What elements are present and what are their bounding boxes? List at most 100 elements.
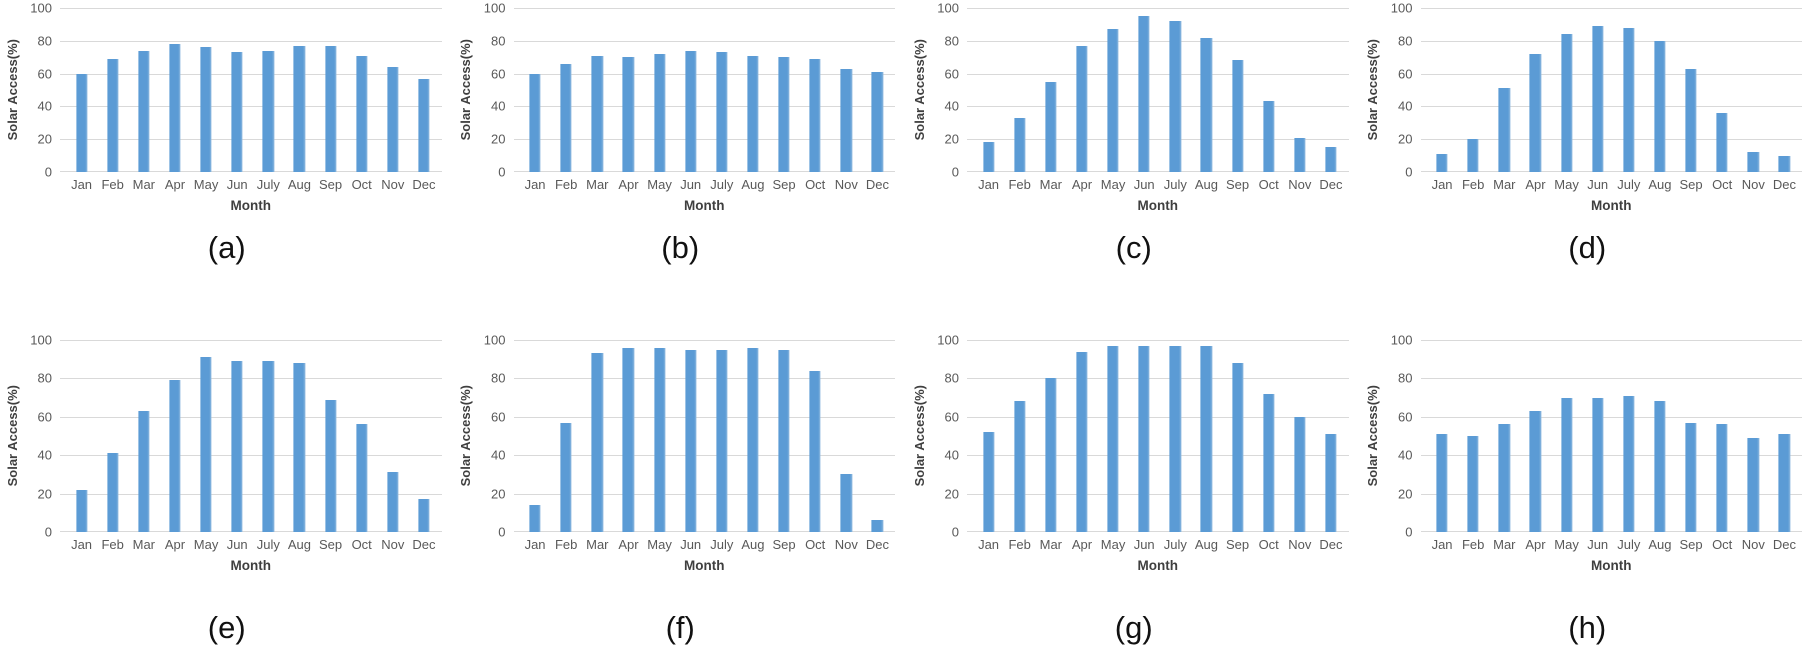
bar-c-oct <box>1263 101 1275 172</box>
gridline <box>1420 8 1802 9</box>
category-slot-sep <box>769 8 800 172</box>
x-tick-label: Aug <box>741 536 765 552</box>
y-tick-label: 40 <box>944 447 959 463</box>
x-tick-label: May <box>193 536 219 552</box>
gridline <box>1420 106 1802 108</box>
y-axis-ticks: 100 80 60 40 20 0 <box>931 2 967 179</box>
x-axis-ticks: Jan Feb Mar Apr May Jun July Aug Sep Oct Nov Dec <box>967 172 1349 196</box>
chart-caption: (h) <box>1568 610 1607 645</box>
bar-series <box>66 340 440 532</box>
x-tick-label: Sep <box>1225 536 1250 552</box>
x-tick-label: Nov <box>1741 176 1765 192</box>
category-slot-aug <box>1644 340 1675 532</box>
gridline <box>513 416 895 418</box>
x-tick-label: July <box>1617 176 1641 192</box>
gridline <box>1420 455 1802 457</box>
x-axis-title: Month <box>684 198 725 213</box>
bar-c-july <box>1169 21 1181 172</box>
x-tick-label: May <box>647 176 672 192</box>
y-axis-title: Solar Access(%) <box>1365 39 1380 141</box>
category-slot-nov <box>1738 8 1769 172</box>
x-tick-label: Dec <box>865 536 889 552</box>
category-slot-nov <box>831 340 862 532</box>
x-tick-label: Jan <box>71 536 93 552</box>
x-tick-label: July <box>710 176 734 192</box>
chart-panel-d: Solar Access(%) 100 80 60 40 20 0 Jan Feb Mar Ap… <box>1361 0 1814 280</box>
category-slot-july <box>1160 8 1191 172</box>
bar-b-nov <box>840 68 852 172</box>
y-tick-label: 60 <box>1398 409 1413 425</box>
category-slot-mar <box>582 340 613 532</box>
bar-chart: Solar Access(%) 100 80 60 40 20 0 Jan Feb Mar Ap… <box>0 334 454 576</box>
gridline <box>1420 493 1802 495</box>
x-tick-label: Mar <box>1039 176 1062 192</box>
x-axis-ticks: Jan Feb Mar Apr May Jun July Aug Sep Oct Nov Dec <box>60 172 442 196</box>
bar-e-aug <box>293 363 306 532</box>
bar-chart: Solar Access(%) 100 80 60 40 20 0 Jan Feb Mar Ap… <box>907 334 1361 576</box>
x-tick-label: Jun <box>1133 176 1155 192</box>
x-tick-label: Nov <box>1741 536 1765 552</box>
category-slot-sep <box>1676 340 1707 532</box>
gridline <box>60 73 442 75</box>
category-slot-july <box>706 340 737 532</box>
x-tick-label: Sep <box>318 536 343 552</box>
chart-caption: (c) <box>1115 230 1152 265</box>
chart-panel-c: Solar Access(%) 100 80 60 40 20 0 Jan Feb Mar Ap… <box>907 0 1361 280</box>
gridline <box>60 340 442 341</box>
y-tick-label: 60 <box>491 409 506 425</box>
x-tick-label: Mar <box>586 536 609 552</box>
x-axis-title: Month <box>1137 558 1178 573</box>
bar-d-jan <box>1436 153 1448 172</box>
bar-a-feb <box>107 58 119 172</box>
gridline <box>513 493 895 495</box>
gridline <box>513 8 895 9</box>
category-slot-nov <box>1284 8 1315 172</box>
category-slot-nov <box>831 8 862 172</box>
x-tick-label: Feb <box>1008 536 1031 552</box>
gridline <box>513 40 895 42</box>
x-tick-label: Aug <box>1648 176 1672 192</box>
category-slot-nov <box>377 340 408 532</box>
category-slot-feb <box>1458 340 1489 532</box>
y-tick-label: 0 <box>1405 524 1413 540</box>
x-tick-label: July <box>1163 176 1187 192</box>
bar-b-dec <box>871 71 884 172</box>
bar-h-aug <box>1654 401 1666 532</box>
y-axis-title: Solar Access(%) <box>1365 385 1380 487</box>
bar-c-mar <box>1045 81 1057 172</box>
y-axis-title: Solar Access(%) <box>4 39 20 141</box>
bar-series <box>1427 340 1801 532</box>
x-tick-label: Nov <box>381 176 405 192</box>
x-tick-label: Jan <box>978 536 1000 552</box>
category-slot-feb <box>97 8 128 172</box>
bar-a-may <box>200 47 212 172</box>
bar-b-jun <box>685 50 697 172</box>
chart-caption: (b) <box>661 230 700 265</box>
bar-chart: Solar Access(%) 100 80 60 40 20 0 Jan Feb Mar Ap… <box>454 2 908 216</box>
gridline <box>1420 73 1802 75</box>
bar-e-july <box>262 361 274 532</box>
category-slot-oct <box>1707 8 1738 172</box>
y-tick-label: 60 <box>1398 66 1413 82</box>
category-slot-july <box>1613 8 1644 172</box>
category-slot-mar <box>1489 8 1520 172</box>
category-slot-may <box>1098 8 1129 172</box>
x-tick-label: Jun <box>226 536 248 552</box>
category-slot-jun <box>1129 340 1160 532</box>
gridline <box>967 106 1349 108</box>
x-tick-label: Dec <box>865 176 889 192</box>
y-axis: Solar Access(%) <box>0 340 24 532</box>
y-tick-label: 0 <box>951 164 959 180</box>
x-tick-label: Aug <box>287 176 311 192</box>
x-axis-title: Month <box>1591 198 1632 213</box>
gridline <box>60 106 442 108</box>
x-tick-label: Aug <box>1648 536 1672 552</box>
y-axis: Solar Access(%) <box>907 8 931 172</box>
y-tick-label: 80 <box>1398 33 1413 49</box>
x-tick-label: Jun <box>1133 536 1155 552</box>
gridline <box>513 531 895 532</box>
y-tick-label: 80 <box>37 33 52 49</box>
x-tick-label: Sep <box>1225 176 1250 192</box>
category-slot-nov <box>377 8 408 172</box>
x-tick-label: Apr <box>164 536 186 552</box>
